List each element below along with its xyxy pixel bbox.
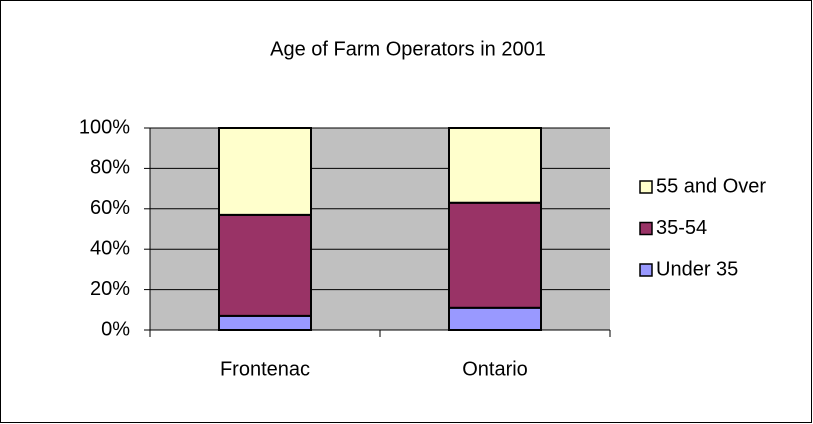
x-tick-label: Frontenac <box>220 358 310 380</box>
bar-segment <box>448 306 542 331</box>
bar-segment <box>448 127 542 204</box>
y-tick-label: 80% <box>90 157 130 179</box>
chart-title: Age of Farm Operators in 2001 <box>270 38 546 60</box>
bar-segment <box>218 127 312 216</box>
y-tick-label: 100% <box>79 116 130 138</box>
legend-label: 35-54 <box>656 217 707 239</box>
x-tick-label: Ontario <box>462 358 528 380</box>
y-tick-label: 20% <box>90 278 130 300</box>
legend-swatch <box>639 263 653 277</box>
legend-label: Under 35 <box>656 258 738 280</box>
legend-label: 55 and Over <box>656 175 766 197</box>
legend-swatch <box>639 221 653 236</box>
bar-segment <box>448 201 542 309</box>
legend-swatch <box>639 180 653 194</box>
y-tick-label: 40% <box>90 237 130 259</box>
y-tick-label: 60% <box>90 197 130 219</box>
bar-segment <box>218 213 312 317</box>
bar-segment <box>218 314 312 331</box>
y-tick-label: 0% <box>101 318 130 340</box>
